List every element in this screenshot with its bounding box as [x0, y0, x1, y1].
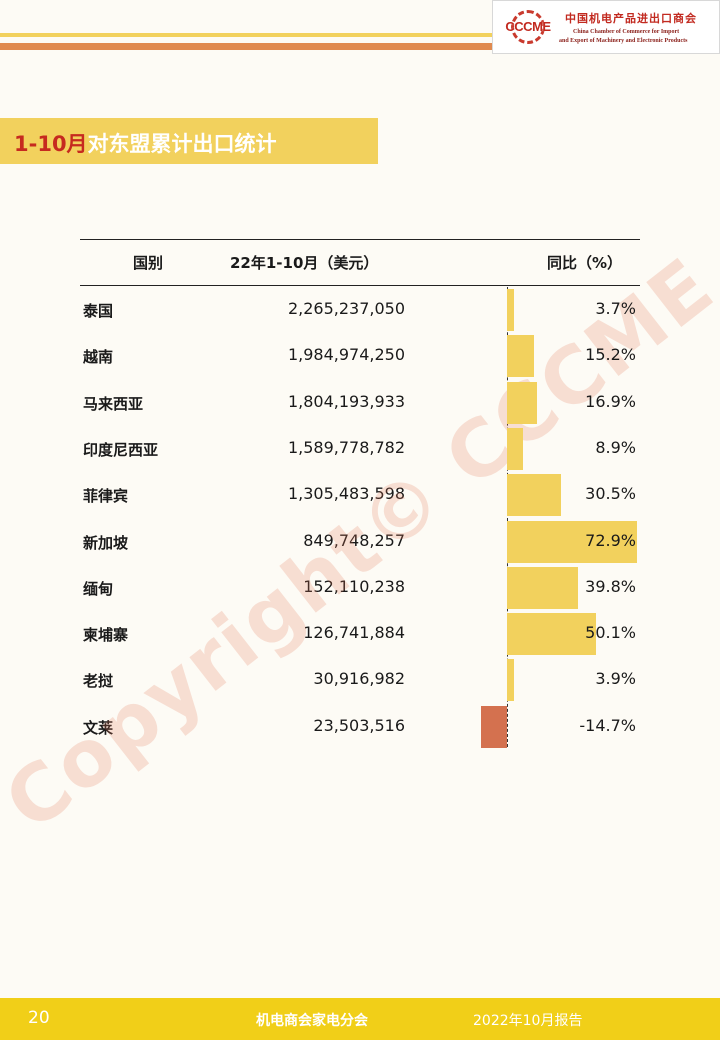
logo-english-line2: and Export of Machinery and Electronic P… — [559, 38, 688, 44]
yoy-bar — [507, 474, 562, 517]
row-export-value: 1,305,483,598 — [287, 484, 405, 504]
footer-report-date: 2022年10月报告 — [473, 1013, 583, 1029]
row-country: 新加坡 — [83, 533, 129, 552]
row-export-value: 23,503,516 — [313, 715, 405, 735]
row-country: 马来西亚 — [83, 394, 144, 413]
row-export-value: 152,110,238 — [303, 576, 405, 596]
table-row: 菲律宾 1,305,483,598 30.5% — [80, 472, 640, 518]
table-row: 泰国 2,265,237,050 3.7% — [80, 287, 640, 333]
yoy-bar — [507, 381, 538, 424]
row-yoy-percent: 39.8% — [585, 576, 636, 596]
section-title-accent: 1-10月 — [14, 132, 88, 156]
yoy-bar — [507, 520, 637, 563]
table-row: 新加坡 849,748,257 72.9% — [80, 519, 640, 565]
footer-organization: 机电商会家电分会 — [256, 1013, 368, 1029]
logo-chinese-name: 中国机电产品进出口商会 — [565, 12, 697, 25]
row-country: 印度尼西亚 — [83, 440, 159, 459]
logo-ring-icon — [511, 10, 545, 44]
cccme-logo-mark: CCCME — [499, 10, 557, 46]
table-top-rule — [80, 239, 640, 240]
column-header-value: 22年1-10月（美元） — [230, 254, 379, 272]
cccme-logo: CCCME 中国机电产品进出口商会 China Chamber of Comme… — [492, 0, 720, 54]
row-country: 越南 — [83, 348, 114, 367]
table-row: 印度尼西亚 1,589,778,782 8.9% — [80, 426, 640, 472]
yoy-bar — [507, 335, 535, 378]
row-country: 菲律宾 — [83, 487, 129, 506]
yoy-bar — [507, 289, 514, 331]
row-yoy-percent: 15.2% — [585, 345, 636, 365]
row-yoy-percent: 3.9% — [595, 669, 636, 689]
row-yoy-percent: 72.9% — [585, 530, 636, 550]
page-number: 20 — [28, 1008, 50, 1028]
row-country: 缅甸 — [83, 579, 114, 598]
row-country: 柬埔寨 — [83, 626, 129, 645]
footer-bar: 20 机电商会家电分会 2022年10月报告 — [0, 998, 720, 1040]
row-yoy-percent: 16.9% — [585, 391, 636, 411]
yoy-bar — [480, 705, 507, 748]
row-yoy-percent: 50.1% — [585, 623, 636, 643]
yoy-zero-axis — [507, 287, 508, 747]
logo-mark-text: CCCME — [505, 19, 551, 34]
yoy-bar — [507, 566, 578, 609]
section-title: 1-10月对东盟累计出口统计 — [14, 128, 277, 158]
top-stripe-yellow — [0, 33, 492, 37]
yoy-bar — [507, 613, 597, 656]
row-yoy-percent: 8.9% — [595, 437, 636, 457]
top-stripe-orange — [0, 43, 492, 50]
row-yoy-percent: 3.7% — [595, 299, 636, 318]
yoy-bar — [507, 659, 514, 702]
section-title-rest: 对东盟累计出口统计 — [87, 132, 277, 156]
table-row: 缅甸 152,110,238 39.8% — [80, 565, 640, 611]
row-country: 老挝 — [83, 672, 114, 691]
row-export-value: 1,984,974,250 — [287, 345, 405, 365]
row-export-value: 30,916,982 — [313, 669, 405, 689]
row-country: 文莱 — [83, 718, 114, 737]
table-row: 马来西亚 1,804,193,933 16.9% — [80, 380, 640, 426]
row-export-value: 1,589,778,782 — [287, 437, 405, 457]
row-country: 泰国 — [83, 302, 114, 320]
row-yoy-percent: -14.7% — [579, 715, 636, 735]
column-header-country: 国别 — [133, 254, 164, 272]
logo-english-line1: China Chamber of Commerce for Import — [573, 29, 680, 35]
section-title-bar: 1-10月对东盟累计出口统计 — [0, 118, 378, 164]
table-row: 文莱 23,503,516 -14.7% — [80, 704, 640, 750]
table-row: 老挝 30,916,982 3.9% — [80, 657, 640, 703]
row-export-value: 1,804,193,933 — [287, 391, 405, 411]
row-export-value: 849,748,257 — [303, 530, 405, 550]
table-header-rule — [80, 285, 640, 286]
yoy-bar — [507, 427, 523, 470]
table-row: 柬埔寨 126,741,884 50.1% — [80, 611, 640, 657]
row-yoy-percent: 30.5% — [585, 484, 636, 504]
table-row: 越南 1,984,974,250 15.2% — [80, 333, 640, 379]
row-export-value: 2,265,237,050 — [287, 299, 405, 318]
row-export-value: 126,741,884 — [303, 623, 405, 643]
column-header-yoy: 同比（%） — [547, 254, 623, 272]
